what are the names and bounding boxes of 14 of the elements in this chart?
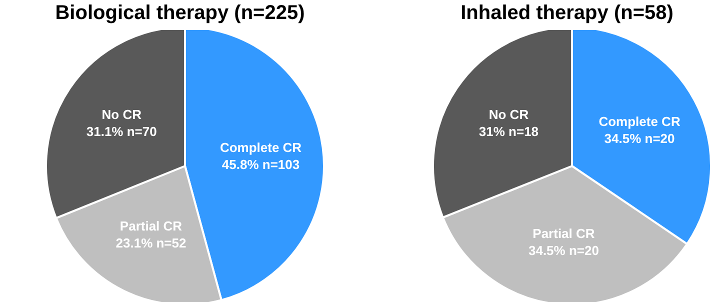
data-label: 31% n=18 — [478, 124, 539, 140]
slice-label: No CR — [102, 107, 142, 122]
data-label: 34.5% n=20 — [528, 243, 599, 258]
slice-label: Complete CR — [598, 114, 681, 130]
data-label: 45.8% n=103 — [222, 156, 300, 172]
chart-title: Biological therapy (n=225) — [54, 2, 306, 25]
slice-label: Complete CR — [220, 140, 302, 155]
chart-title: Inhaled therapy (n=58) — [460, 2, 674, 25]
data-label: 34.5% n=20 — [604, 131, 675, 146]
data-label: 23.1% n=52 — [116, 235, 186, 250]
slice-label: Partial CR — [120, 218, 183, 234]
slice-label: No CR — [488, 107, 530, 122]
slice-label: Partial CR — [532, 226, 596, 241]
data-label: 31.1% n=70 — [86, 124, 157, 140]
